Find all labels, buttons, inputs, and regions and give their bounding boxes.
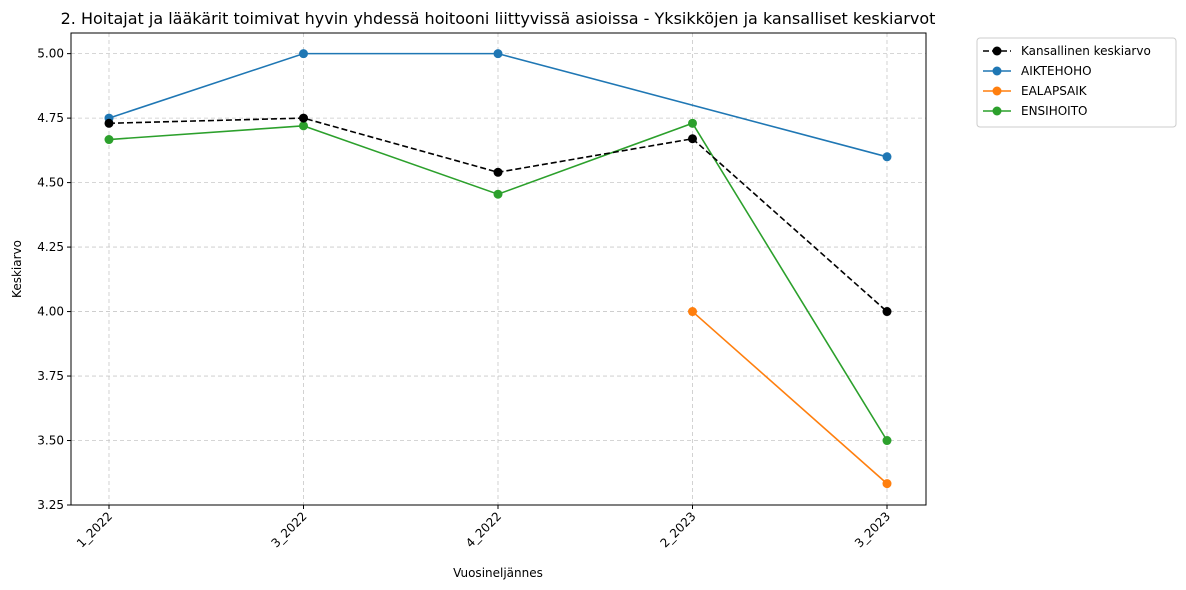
legend: Kansallinen keskiarvo AIKTEHOHO EALAPSAIK E… (976, 37, 1177, 128)
grid (71, 33, 926, 506)
data-point (299, 121, 308, 131)
data-point (882, 436, 892, 446)
data-point (104, 118, 114, 128)
data-point (882, 307, 892, 317)
legend-marker (992, 66, 1002, 76)
legend-label: AIKTEHOHO (1021, 64, 1092, 78)
x-axis-label: Vuosineljännes (453, 566, 543, 580)
legend-marker (992, 46, 1002, 56)
legend-label: EALAPSAIK (1021, 84, 1088, 98)
data-point (299, 49, 308, 59)
y-tick-label: 3.50 (37, 434, 64, 448)
x-tick-label: 1_2022 (74, 509, 115, 550)
y-tick-label: 4.25 (37, 240, 64, 254)
x-tick-label: 4_2022 (463, 509, 504, 550)
legend-marker (992, 106, 1002, 116)
series-layer (104, 49, 892, 489)
y-tick-label: 4.75 (37, 111, 64, 125)
data-point (882, 479, 892, 489)
data-point (493, 49, 503, 59)
chart-title: 2. Hoitajat ja lääkärit toimivat hyvin y… (61, 9, 936, 28)
x-tick-label: 2_2023 (657, 509, 698, 550)
x-tick-label: 3_2023 (852, 509, 893, 550)
data-point (688, 134, 697, 144)
x-tick-label: 3_2022 (268, 509, 309, 550)
legend-frame (976, 37, 1177, 128)
y-tick-label: 3.75 (37, 369, 64, 383)
legend-label: Kansallinen keskiarvo (1021, 44, 1151, 58)
y-axis-label: Keskiarvo (10, 240, 24, 298)
data-point (688, 118, 697, 128)
legend-marker (992, 86, 1002, 96)
data-point (493, 167, 503, 177)
series-line (691, 310, 888, 485)
y-tick-label: 5.00 (37, 47, 64, 61)
y-tick-label: 4.50 (37, 176, 64, 190)
legend-label: ENSIHOITO (1021, 104, 1088, 118)
data-point (299, 113, 308, 123)
data-point (882, 152, 892, 162)
data-point (493, 189, 503, 199)
data-point (688, 307, 697, 317)
y-tick-label: 3.25 (37, 498, 64, 512)
data-point (104, 135, 114, 145)
series-line (108, 52, 888, 158)
y-tick-label: 4.00 (37, 305, 64, 319)
plot-area-frame (70, 32, 927, 506)
